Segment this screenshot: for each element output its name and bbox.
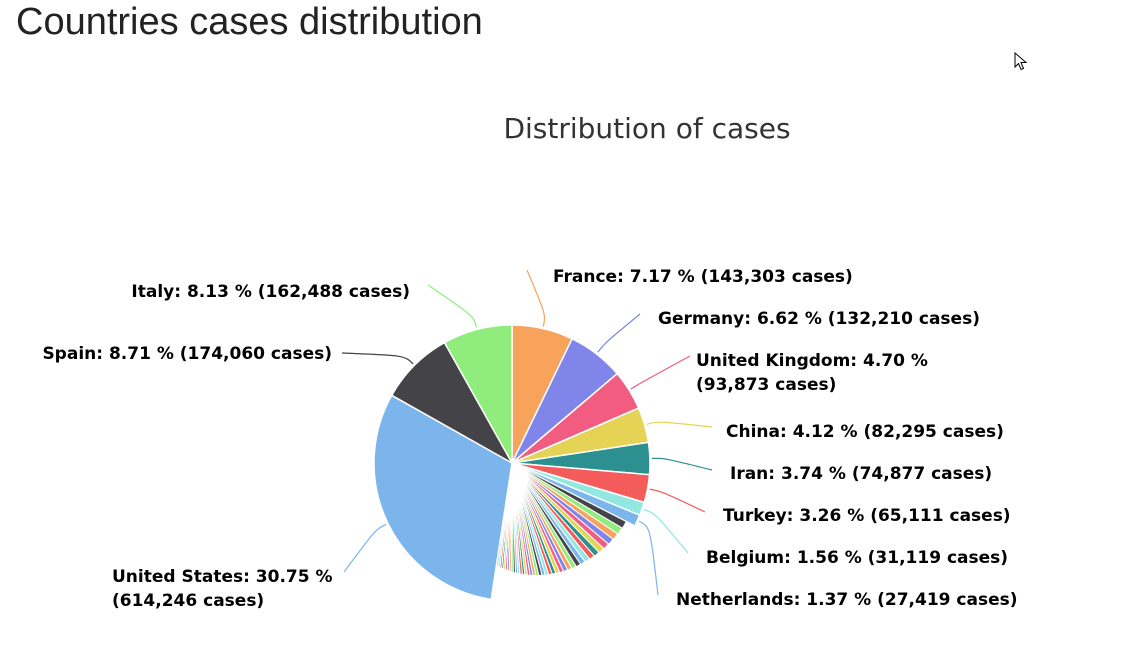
data-label-italy: Italy: 8.13 % (162,488 cases) — [131, 282, 410, 302]
pie-slice-other[interactable] — [511, 462, 550, 576]
pie-slices — [373, 324, 651, 601]
pie-slice-other[interactable] — [511, 462, 623, 535]
connector-china — [646, 421, 713, 428]
label-connectors — [341, 269, 713, 596]
data-label-line: Turkey: 3.26 % (65,111 cases) — [723, 506, 1011, 526]
data-label-line: United Kingdom: 4.70 % — [696, 351, 928, 371]
pie-slice-other[interactable] — [511, 462, 569, 573]
mouse-cursor-icon — [1014, 52, 1028, 71]
data-label-china: China: 4.12 % (82,295 cases) — [726, 422, 1004, 442]
pie-slice-other[interactable] — [511, 462, 586, 566]
pie-slice-other[interactable] — [511, 462, 534, 577]
pie-slice-italy[interactable] — [443, 324, 513, 464]
connector-united-states — [343, 523, 387, 573]
data-label-netherlands: Netherlands: 1.37 % (27,419 cases) — [676, 590, 1018, 610]
pie-slice-other[interactable] — [511, 462, 540, 577]
data-label-germany: Germany: 6.62 % (132,210 cases) — [658, 309, 980, 329]
pie-slice-other[interactable] — [511, 462, 582, 568]
pie-slice-other[interactable] — [511, 462, 573, 571]
connector-belgium — [643, 508, 689, 554]
connector-italy — [427, 284, 478, 328]
pie-slice-other[interactable] — [511, 462, 521, 575]
data-labels: United States: 30.75 % (614,246 cases) Spa… — [42, 267, 1017, 611]
data-label-belgium: Belgium: 1.56 % (31,119 cases) — [706, 548, 1008, 568]
pie-slice-other[interactable] — [511, 462, 565, 574]
pie-slice-other[interactable] — [511, 462, 600, 557]
pie-slice-other[interactable] — [511, 462, 557, 575]
pie-slice-other[interactable] — [511, 462, 531, 576]
pie-slice-other[interactable] — [511, 462, 523, 575]
connector-spain — [341, 352, 414, 365]
data-label-line: Italy: 8.13 % (162,488 cases) — [131, 282, 410, 302]
data-label-france: France: 7.17 % (143,303 cases) — [553, 267, 853, 287]
pie-slice-other[interactable] — [511, 462, 526, 576]
data-label-line: China: 4.12 % (82,295 cases) — [726, 422, 1004, 442]
pie-slice-other[interactable] — [511, 462, 605, 554]
pie-slice-other[interactable] — [511, 462, 546, 577]
connector-turkey — [649, 488, 706, 513]
pie-slice-other[interactable] — [511, 462, 553, 576]
pie-slice-other[interactable] — [511, 462, 561, 575]
data-label-line: (93,873 cases) — [696, 375, 836, 395]
data-label-line: Belgium: 1.56 % (31,119 cases) — [706, 548, 1008, 568]
pie-slice-other[interactable] — [511, 462, 519, 574]
data-label-turkey: Turkey: 3.26 % (65,111 cases) — [723, 506, 1011, 526]
pie-slice-united-states[interactable] — [373, 394, 513, 601]
pie-slice-other[interactable] — [511, 462, 614, 546]
connector-france — [526, 269, 546, 327]
connector-united-kingdom — [630, 355, 691, 390]
pie-slice-other[interactable] — [511, 462, 610, 550]
data-label-spain: Spain: 8.71 % (174,060 cases) — [42, 344, 332, 364]
data-label-line: Netherlands: 1.37 % (27,419 cases) — [676, 590, 1018, 610]
pie-slice-netherlands[interactable] — [511, 462, 641, 527]
data-label-line: United States: 30.75 % — [112, 567, 333, 587]
data-label-line: Germany: 6.62 % (132,210 cases) — [658, 309, 980, 329]
data-label-line: Spain: 8.71 % (174,060 cases) — [42, 344, 332, 364]
pie-slice-other[interactable] — [511, 462, 516, 574]
data-label-line: Iran: 3.74 % (74,877 cases) — [730, 464, 992, 484]
connector-germany — [597, 313, 641, 353]
chart-title: Distribution of cases — [503, 112, 790, 145]
pie-slice-other[interactable] — [511, 462, 537, 577]
connector-netherlands — [638, 520, 659, 596]
data-label-united-states: United States: 30.75 % (614,246 cases) — [112, 567, 333, 611]
pie-slice-other[interactable] — [511, 462, 595, 561]
pie-slice-other[interactable] — [511, 462, 619, 541]
pie-slice-other[interactable] — [511, 462, 528, 576]
pie-slice-other[interactable] — [511, 462, 543, 577]
page-heading: Countries cases distribution — [16, 1, 483, 43]
pie-slice-other[interactable] — [511, 462, 577, 570]
data-label-line: France: 7.17 % (143,303 cases) — [553, 267, 853, 287]
data-label-line: (614,246 cases) — [112, 591, 264, 611]
data-label-iran: Iran: 3.74 % (74,877 cases) — [730, 464, 992, 484]
pie-slice-other[interactable] — [511, 462, 591, 563]
connector-iran — [651, 457, 713, 471]
data-label-united-kingdom: United Kingdom: 4.70 % (93,873 cases) — [696, 351, 928, 395]
